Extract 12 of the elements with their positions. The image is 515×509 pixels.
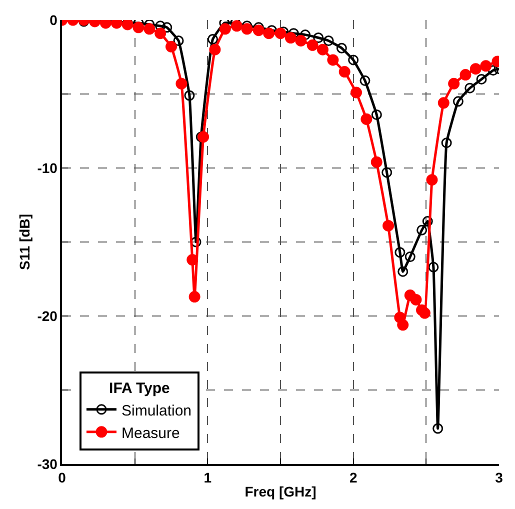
y-axis-title: S11 [dB] [16,214,32,270]
y-tick-label: -20 [37,308,58,324]
y-tick-label: 0 [50,12,58,28]
x-axis-title: Freq [GHz] [244,483,316,500]
x-tick-label: 3 [495,470,504,486]
y-tick-label: -30 [37,456,58,472]
legend-label: Simulation [121,402,192,420]
y-tick-label: -10 [37,160,58,176]
x-tick-label: 1 [204,470,212,486]
legend-title: IFA Type [109,380,170,398]
legend-label: Measure [121,424,180,442]
x-tick-label: 2 [349,470,358,486]
